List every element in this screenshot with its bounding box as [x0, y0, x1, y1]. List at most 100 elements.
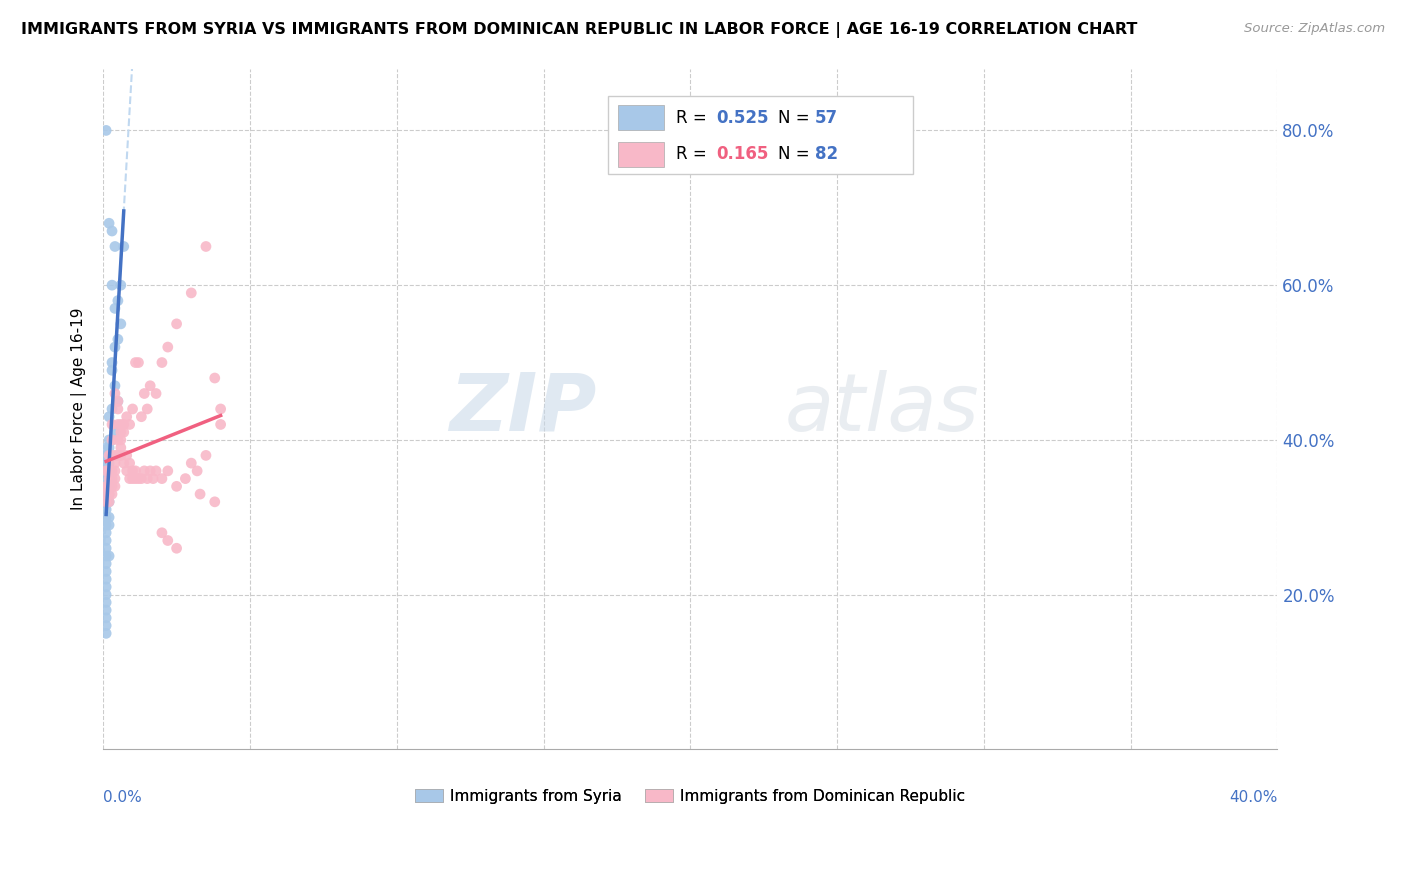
Point	[94, 518, 117, 533]
Point	[104, 479, 127, 493]
Point	[94, 487, 117, 501]
Text: R =: R =	[676, 145, 713, 163]
Point	[118, 472, 141, 486]
Point	[98, 409, 121, 424]
Point	[118, 456, 141, 470]
Point	[94, 495, 117, 509]
Point	[98, 464, 121, 478]
Point	[166, 541, 188, 556]
Point	[145, 386, 167, 401]
Point	[121, 401, 143, 416]
Point	[134, 386, 156, 401]
Point	[98, 487, 121, 501]
Point	[98, 449, 121, 463]
Text: N =: N =	[779, 109, 815, 127]
Point	[94, 549, 117, 563]
Point	[101, 433, 124, 447]
Point	[110, 449, 132, 463]
Point	[156, 340, 179, 354]
Text: Source: ZipAtlas.com: Source: ZipAtlas.com	[1244, 22, 1385, 36]
Point	[94, 123, 117, 137]
Point	[112, 456, 135, 470]
Point	[134, 464, 156, 478]
Point	[98, 456, 121, 470]
Point	[98, 472, 121, 486]
Text: 0.525: 0.525	[716, 109, 769, 127]
Point	[150, 472, 173, 486]
Point	[110, 317, 132, 331]
Point	[104, 472, 127, 486]
Point	[98, 510, 121, 524]
Point	[174, 472, 197, 486]
Point	[101, 464, 124, 478]
Point	[115, 449, 138, 463]
Point	[156, 533, 179, 548]
Point	[98, 433, 121, 447]
Point	[121, 472, 143, 486]
Point	[98, 549, 121, 563]
Point	[127, 472, 149, 486]
Point	[98, 479, 121, 493]
Point	[94, 525, 117, 540]
Point	[98, 472, 121, 486]
Point	[98, 216, 121, 230]
Point	[98, 441, 121, 455]
Point	[94, 441, 117, 455]
Point	[145, 464, 167, 478]
Point	[104, 449, 127, 463]
Point	[94, 588, 117, 602]
Point	[112, 425, 135, 440]
Point	[104, 239, 127, 253]
Point	[118, 417, 141, 432]
Point	[107, 433, 129, 447]
Point	[94, 456, 117, 470]
Point	[98, 495, 121, 509]
Point	[188, 487, 211, 501]
Point	[94, 472, 117, 486]
Point	[121, 464, 143, 478]
Point	[110, 278, 132, 293]
Point	[104, 456, 127, 470]
Point	[98, 479, 121, 493]
Point	[101, 355, 124, 369]
Point	[94, 510, 117, 524]
Text: 57: 57	[814, 109, 838, 127]
Text: 0.0%: 0.0%	[103, 790, 142, 805]
Point	[110, 417, 132, 432]
Point	[124, 464, 146, 478]
Point	[209, 401, 232, 416]
Point	[156, 464, 179, 478]
Text: atlas: atlas	[785, 370, 979, 448]
Y-axis label: In Labor Force | Age 16-19: In Labor Force | Age 16-19	[72, 308, 87, 510]
Point	[180, 285, 202, 300]
Point	[112, 417, 135, 432]
Point	[110, 433, 132, 447]
Point	[94, 464, 117, 478]
Point	[142, 472, 165, 486]
Point	[98, 487, 121, 501]
Point	[204, 495, 226, 509]
Point	[150, 525, 173, 540]
Point	[124, 472, 146, 486]
Point	[98, 449, 121, 463]
Point	[94, 541, 117, 556]
Point	[139, 464, 162, 478]
Text: ZIP: ZIP	[449, 370, 596, 448]
Point	[94, 495, 117, 509]
Point	[94, 479, 117, 493]
Point	[194, 239, 217, 253]
Point	[104, 340, 127, 354]
Point	[127, 355, 149, 369]
Point	[150, 355, 173, 369]
Point	[131, 409, 153, 424]
Point	[101, 417, 124, 432]
Text: 82: 82	[814, 145, 838, 163]
Point	[98, 518, 121, 533]
Point	[131, 472, 153, 486]
Point	[101, 433, 124, 447]
Text: 40.0%: 40.0%	[1229, 790, 1278, 805]
Text: IMMIGRANTS FROM SYRIA VS IMMIGRANTS FROM DOMINICAN REPUBLIC IN LABOR FORCE | AGE: IMMIGRANTS FROM SYRIA VS IMMIGRANTS FROM…	[21, 22, 1137, 38]
Text: N =: N =	[779, 145, 815, 163]
Point	[110, 425, 132, 440]
Point	[112, 239, 135, 253]
